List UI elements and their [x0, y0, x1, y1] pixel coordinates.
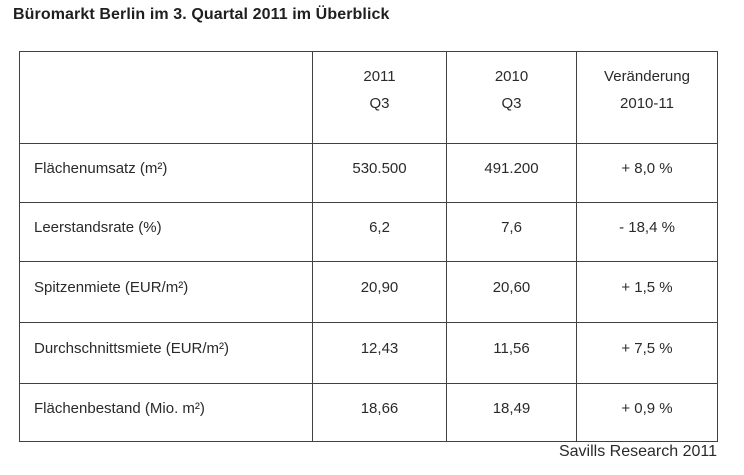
header-cell-2011-q3: 2011 Q3	[312, 51, 447, 144]
header-change-label: Veränderung	[604, 68, 690, 85]
header-cell-empty	[19, 51, 313, 144]
table-header-row: 2011 Q3 2010 Q3 Veränderung 2010-11	[19, 51, 718, 144]
header-year: 2010	[494, 68, 529, 85]
value-2011: 6,2	[312, 202, 447, 262]
row-label: Flächenbestand (Mio. m²)	[19, 383, 313, 442]
value-change: + 8,0 %	[576, 143, 718, 203]
value-change: - 18,4 %	[576, 202, 718, 262]
header-quarter: Q3	[501, 95, 522, 112]
value-2010: 18,49	[446, 383, 577, 442]
value-2010: 491.200	[446, 143, 577, 203]
table-row: Flächenumsatz (m²) 530.500 491.200 + 8,0…	[19, 143, 718, 203]
value-2010: 11,56	[446, 322, 577, 384]
header-change-period: 2010-11	[620, 95, 674, 112]
row-label: Leerstandsrate (%)	[19, 202, 313, 262]
header-quarter: Q3	[369, 95, 390, 112]
header-cell-change: Veränderung 2010-11	[576, 51, 718, 144]
value-2011: 18,66	[312, 383, 447, 442]
value-2010: 7,6	[446, 202, 577, 262]
value-2011: 530.500	[312, 143, 447, 203]
table-row: Durchschnittsmiete (EUR/m²) 12,43 11,56 …	[19, 322, 718, 384]
page-title: Büromarkt Berlin im 3. Quartal 2011 im Ü…	[13, 6, 390, 23]
row-label: Flächenumsatz (m²)	[19, 143, 313, 203]
value-change: + 1,5 %	[576, 261, 718, 323]
value-change: + 0,9 %	[576, 383, 718, 442]
market-overview-table: 2011 Q3 2010 Q3 Veränderung 2010-11 Fläc…	[19, 51, 718, 442]
value-change: + 7,5 %	[576, 322, 718, 384]
header-cell-2010-q3: 2010 Q3	[446, 51, 577, 144]
table-row: Leerstandsrate (%) 6,2 7,6 - 18,4 %	[19, 202, 718, 262]
table-row: Flächenbestand (Mio. m²) 18,66 18,49 + 0…	[19, 383, 718, 442]
table-row: Spitzenmiete (EUR/m²) 20,90 20,60 + 1,5 …	[19, 261, 718, 323]
source-credit: Savills Research 2011	[558, 443, 717, 460]
row-label: Spitzenmiete (EUR/m²)	[19, 261, 313, 323]
header-year: 2011	[363, 68, 396, 85]
value-2011: 12,43	[312, 322, 447, 384]
value-2010: 20,60	[446, 261, 577, 323]
value-2011: 20,90	[312, 261, 447, 323]
row-label: Durchschnittsmiete (EUR/m²)	[19, 322, 313, 384]
